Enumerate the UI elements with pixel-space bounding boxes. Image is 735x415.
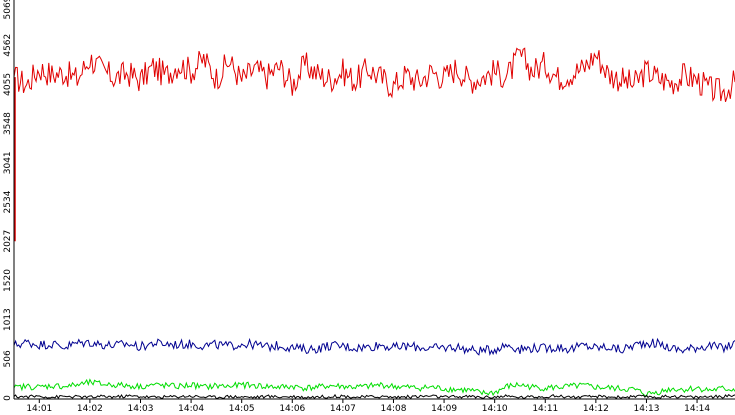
- x-tick-label: 14:04: [178, 404, 204, 414]
- x-tick-label: 14:14: [684, 404, 710, 414]
- y-tick-label: 1520: [3, 269, 13, 292]
- y-tick-label: 3041: [3, 151, 13, 174]
- axis-layer: [13, 0, 735, 400]
- series-line-4: [13, 393, 735, 400]
- x-tick-label: 14:01: [26, 404, 52, 414]
- x-tick-label: 14:05: [229, 404, 255, 414]
- x-tick-label: 14:09: [431, 404, 457, 414]
- x-tick-label: 14:13: [634, 404, 660, 414]
- series-line-1: [13, 47, 735, 103]
- y-tick-label: 3548: [3, 112, 13, 135]
- y-tick-label: 2027: [3, 230, 13, 253]
- y-tick-label: 5069: [3, 0, 13, 19]
- series-line-3: [13, 378, 735, 397]
- x-tick-label: 14:12: [583, 404, 609, 414]
- x-tick-label: 14:06: [279, 404, 305, 414]
- x-tick-label: 14:02: [77, 404, 103, 414]
- x-tick-label: 14:11: [532, 404, 558, 414]
- y-tick-label: 2534: [3, 190, 13, 213]
- x-tick-label: 14:03: [128, 404, 154, 414]
- series-layer: [13, 47, 735, 400]
- x-axis-ticks: 14:01 14:02 14:03 14:04 14:05 14:06 14:07 14:08…: [26, 399, 710, 414]
- x-tick-label: 14:08: [381, 404, 407, 414]
- y-tick-label: 0: [3, 395, 13, 401]
- series-line-2: [13, 337, 735, 356]
- y-tick-label: 506: [3, 350, 13, 367]
- x-tick-label: 14:07: [330, 404, 356, 414]
- y-tick-label: 4055: [3, 73, 13, 96]
- y-tick-label: 1013: [3, 308, 13, 331]
- x-tick-label: 14:10: [482, 404, 508, 414]
- y-axis-ticks: 0 506 1013 1520 2027 2534 3041 3548 4055 4562 5069: [3, 0, 13, 401]
- y-tick-label: 4562: [3, 34, 13, 57]
